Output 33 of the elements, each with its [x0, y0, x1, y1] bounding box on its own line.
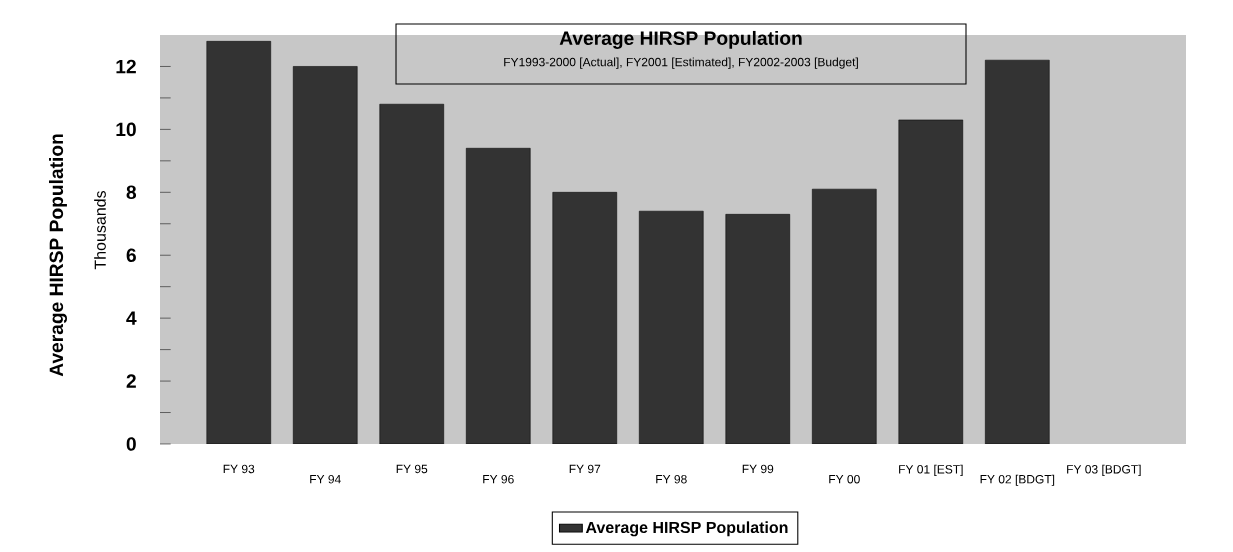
chart-title: Average HIRSP Population: [559, 30, 802, 49]
y-tick-label: 10: [116, 122, 136, 137]
x-tick-label: FY 02 [BDGT]: [980, 474, 1055, 486]
legend-label: Average HIRSP Population: [585, 521, 788, 537]
x-tick-label: FY 99: [742, 464, 774, 474]
bar: [465, 147, 531, 444]
text: Thousands: [94, 190, 106, 270]
bar: [379, 103, 445, 444]
y-tick-label: 8: [126, 185, 137, 200]
x-tick-label: FY 97: [569, 464, 601, 474]
bar: [985, 59, 1050, 444]
x-tick-label: FY 94: [310, 474, 341, 484]
x-tick-label: FY 01 [EST]: [899, 464, 963, 476]
y-tick-label: 0: [126, 437, 136, 451]
bar: [639, 210, 704, 444]
y-tick-label: 2: [126, 374, 136, 388]
text: FY1993-2000 [Actual], FY2001 [Estimated], FY2002-2003 [Budget]: [504, 57, 858, 69]
bar: [812, 188, 877, 444]
bar: [725, 214, 791, 444]
x-tick-label: FY 95: [396, 464, 428, 474]
y-axis-title: Average HIRSP Population: [49, 134, 68, 377]
y-tick-label: 6: [126, 248, 136, 263]
bar: [206, 41, 271, 444]
x-tick-label: FY 93: [223, 464, 255, 474]
bar: [552, 192, 618, 444]
bar: [292, 66, 358, 444]
y-tick-label: 4: [126, 311, 137, 325]
x-tick-label: FY 96: [483, 474, 514, 484]
x-tick-label: FY 00: [829, 474, 860, 484]
y-tick-label: 12: [116, 59, 136, 74]
x-tick-label: FY 03 [BDGT]: [1067, 464, 1141, 476]
bar: [898, 119, 964, 444]
x-tick-label: FY 98: [656, 474, 687, 484]
